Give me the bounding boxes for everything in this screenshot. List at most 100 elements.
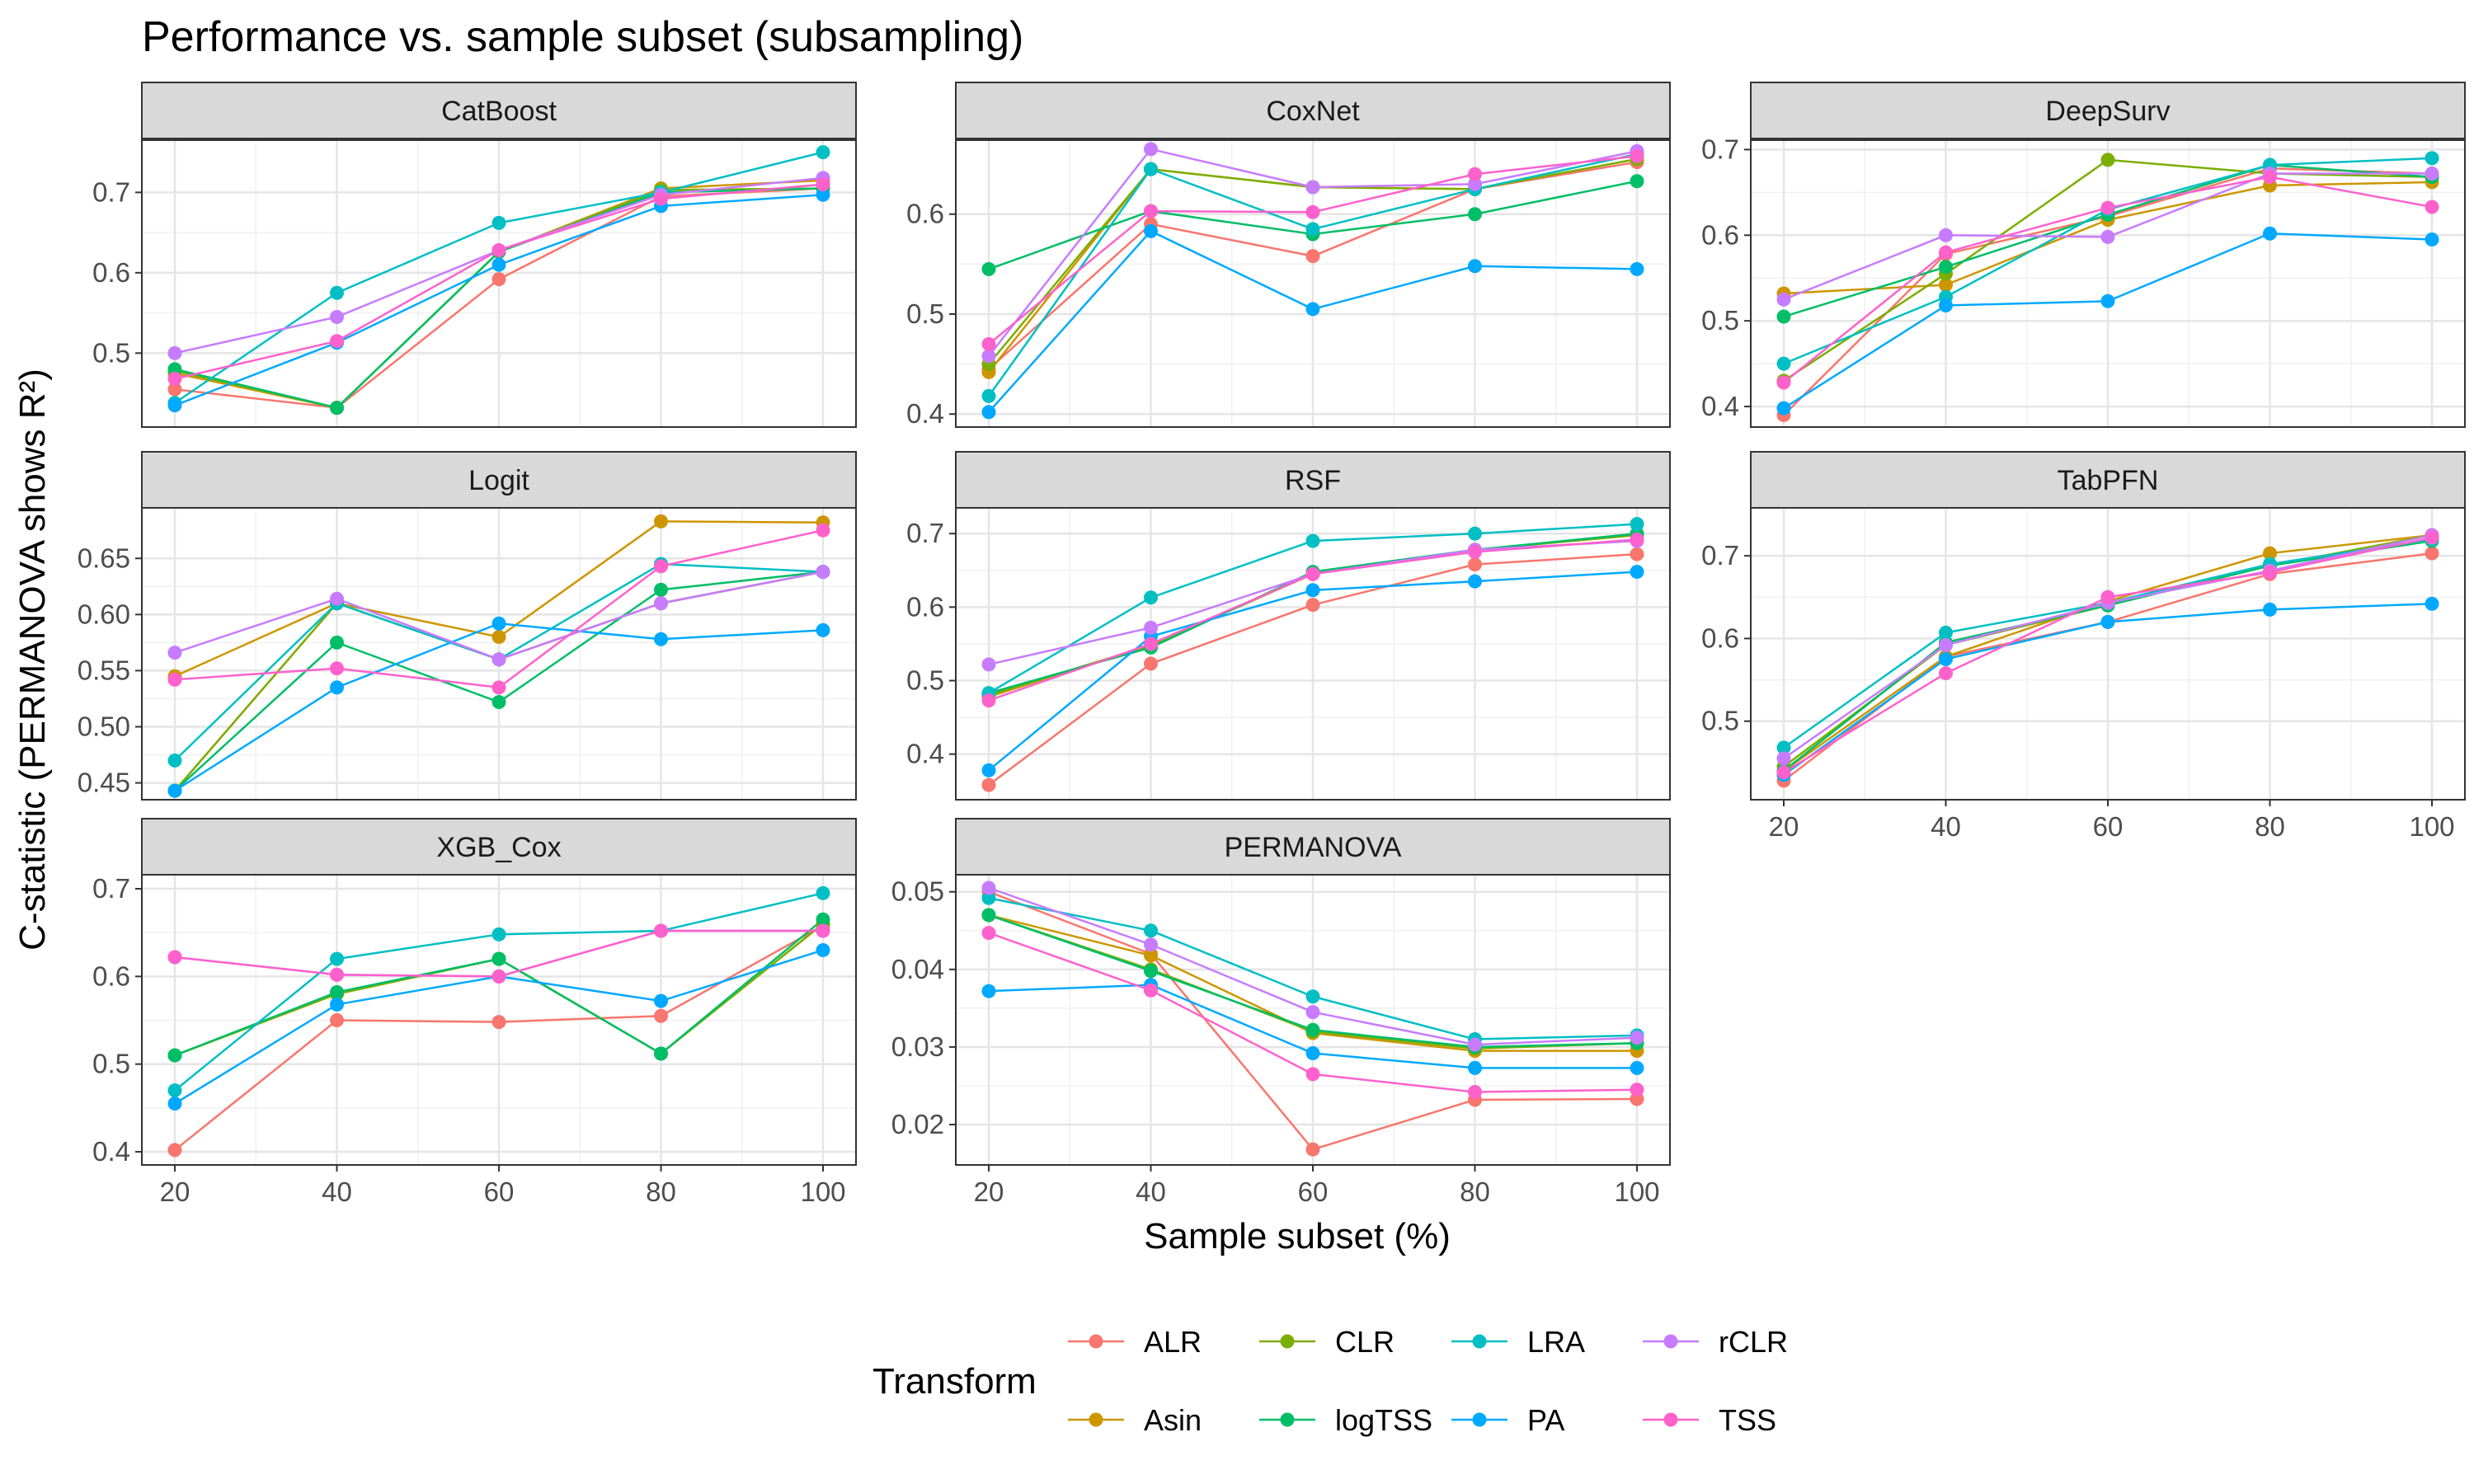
panel-border (955, 139, 1671, 428)
data-point-lra (330, 285, 344, 300)
legend-label: PA (1527, 1403, 1564, 1437)
facet-strip (955, 451, 1671, 509)
data-point-lra (981, 890, 996, 905)
data-point-logtss (1144, 964, 1158, 979)
data-point-tss (330, 334, 344, 349)
data-point-alr (1305, 249, 1320, 264)
y-tick-label: 0.6 (92, 257, 130, 288)
data-point-logtss (1305, 1022, 1320, 1037)
data-point-pa (1305, 583, 1320, 598)
data-point-lra (981, 388, 996, 403)
data-point-logtss (330, 401, 344, 416)
data-point-logtss (981, 908, 996, 923)
legend-key-point (1089, 1334, 1103, 1349)
data-point-tss (1630, 148, 1644, 163)
data-point-logtss (654, 1046, 668, 1061)
legend-title: Transform (872, 1361, 1037, 1402)
data-point-tss (2263, 565, 2277, 580)
facet-deepsurv: DeepSurv 0.4 0.5 0.6 0.7 (1701, 82, 2466, 428)
panel-border (955, 874, 1671, 1166)
data-point-tss (1305, 1067, 1320, 1082)
data-point-pa (1630, 1060, 1644, 1075)
facet-strip (141, 451, 857, 509)
data-point-alr (981, 777, 996, 792)
y-tick-label: 0.60 (78, 599, 130, 629)
facet-strip (141, 82, 857, 139)
data-point-lra (1305, 989, 1320, 1004)
data-point-logtss (330, 985, 344, 1000)
x-tick-label: 40 (1136, 1176, 1166, 1207)
data-point-lra (1939, 625, 1953, 640)
data-point-alr (1468, 557, 1482, 572)
data-point-pa (981, 405, 996, 420)
legend-key-point (1472, 1412, 1487, 1427)
data-point-tss (1939, 245, 1953, 260)
data-point-tss (1630, 1082, 1644, 1097)
data-point-lra (1305, 222, 1320, 237)
data-point-lra (1468, 526, 1482, 541)
y-tick-label: 0.03 (891, 1031, 944, 1062)
y-tick-label: 0.5 (92, 1049, 130, 1079)
legend-key-point (1089, 1412, 1103, 1427)
legend: Transform ALR Asin CLR logTSS LRA PA rCLR TSS (872, 1325, 1788, 1437)
facet-strip (1750, 82, 2466, 139)
data-point-logtss (654, 582, 668, 597)
data-point-rclr (1144, 142, 1158, 157)
data-point-logtss (1630, 174, 1644, 189)
data-point-pa (330, 997, 344, 1012)
facet-strip (955, 82, 1671, 139)
facet-logit: Logit 0.45 0.50 0.55 0.60 0.65 (78, 451, 857, 801)
data-point-lra (1144, 923, 1158, 938)
data-point-pa (167, 398, 182, 413)
data-point-rclr (1305, 180, 1320, 195)
y-tick-label: 0.7 (1701, 540, 1739, 571)
legend-key-point (1472, 1334, 1487, 1349)
y-tick-label: 0.7 (92, 873, 130, 904)
facet-tabpfn: TabPFN 0.5 0.6 0.7 20 40 60 80 100 (1701, 451, 2466, 842)
data-point-tss (330, 967, 344, 982)
x-tick-label: 40 (322, 1176, 352, 1207)
x-tick-label: 80 (646, 1176, 676, 1207)
y-tick-label: 0.5 (906, 665, 944, 696)
data-point-tss (1305, 566, 1320, 581)
data-point-lra (1630, 517, 1644, 532)
data-point-pa (1630, 261, 1644, 276)
data-point-tss (1468, 167, 1482, 181)
data-point-tss (1144, 636, 1158, 651)
legend-item-logtss: logTSS (1259, 1403, 1432, 1437)
data-point-tss (1305, 204, 1320, 219)
y-tick-label: 0.5 (1701, 305, 1739, 336)
legend-item-pa: PA (1451, 1403, 1564, 1437)
panel-border (1750, 507, 2466, 801)
y-tick-label: 0.5 (906, 298, 944, 329)
data-point-pa (1468, 1060, 1482, 1075)
legend-key-point (1663, 1412, 1678, 1427)
data-point-logtss (981, 261, 996, 276)
legend-label: Asin (1144, 1403, 1202, 1437)
data-point-rclr (2100, 229, 2115, 244)
facet-strip-label: XGB_Cox (436, 832, 561, 863)
data-point-rclr (1939, 637, 1953, 652)
y-axis-title: C-statistic (PERMANOVA shows R²) (12, 369, 53, 951)
y-tick-label: 0.4 (906, 739, 944, 769)
data-point-logtss (1776, 309, 1791, 324)
data-point-alr (492, 272, 506, 287)
data-point-tss (167, 672, 182, 687)
data-point-pa (1144, 223, 1158, 238)
data-point-asin (2263, 546, 2277, 561)
panel-border (141, 139, 857, 428)
y-tick-label: 0.65 (78, 542, 130, 573)
x-tick-label: 80 (2255, 811, 2285, 842)
data-point-tss (1776, 765, 1791, 780)
data-point-tss (492, 243, 506, 258)
x-tick-label: 20 (1769, 811, 1799, 842)
legend-key-point (1280, 1412, 1295, 1427)
data-point-tss (816, 523, 830, 538)
y-tick-label: 0.45 (78, 768, 130, 798)
legend-label: LRA (1527, 1325, 1585, 1359)
legend-item-clr: CLR (1259, 1325, 1395, 1359)
legend-label: CLR (1335, 1325, 1395, 1359)
data-point-tss (167, 372, 182, 387)
x-tick-label: 100 (2409, 811, 2454, 842)
